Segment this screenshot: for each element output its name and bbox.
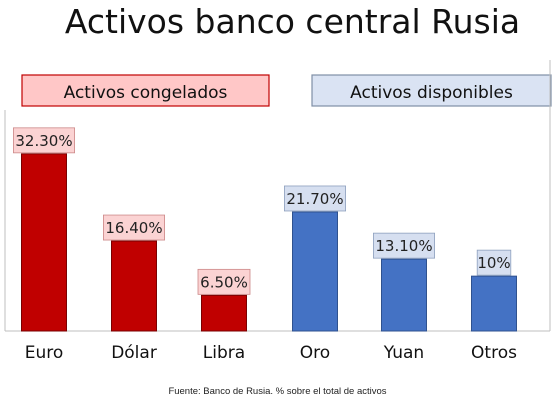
bar-libra xyxy=(201,294,247,332)
bar-otros xyxy=(471,275,517,332)
data-label-otros: 10% xyxy=(477,254,510,272)
bar-yuan xyxy=(381,258,427,332)
category-label-otros: Otros xyxy=(471,343,517,363)
data-label-box-yuan xyxy=(372,232,435,259)
bar-chart: Activos congelados Activos disponibles 32.… xyxy=(4,60,552,363)
data-label-oro: 21.70% xyxy=(286,190,343,208)
category-label-yuan: Yuan xyxy=(383,343,424,363)
data-label-box-oro xyxy=(283,185,346,212)
bar-euro xyxy=(21,153,67,332)
data-label-box-otros xyxy=(476,249,512,276)
data-label-box-libra xyxy=(197,268,251,295)
legend-label-frozen: Activos congelados xyxy=(64,83,228,103)
legend-box-frozen xyxy=(21,74,270,107)
chart-title: Activos banco central Rusia xyxy=(64,2,521,41)
source-note: Fuente: Banco de Rusia. % sobre el total… xyxy=(168,386,387,397)
data-label-box-euro xyxy=(12,127,76,154)
data-label-libra: 6.50% xyxy=(200,273,248,291)
category-label-euro: Euro xyxy=(25,343,64,363)
bar-oro xyxy=(292,211,338,332)
data-label-box-dólar xyxy=(103,214,166,241)
data-label-dólar: 16.40% xyxy=(105,219,162,237)
category-label-dólar: Dólar xyxy=(111,343,157,363)
data-label-yuan: 13.10% xyxy=(375,237,432,255)
category-label-libra: Libra xyxy=(203,343,245,363)
legend-box-available xyxy=(311,74,552,107)
legend-label-available: Activos disponibles xyxy=(350,83,513,103)
data-label-euro: 32.30% xyxy=(15,132,72,150)
category-label-oro: Oro xyxy=(300,343,330,363)
bar-dólar xyxy=(111,240,157,332)
